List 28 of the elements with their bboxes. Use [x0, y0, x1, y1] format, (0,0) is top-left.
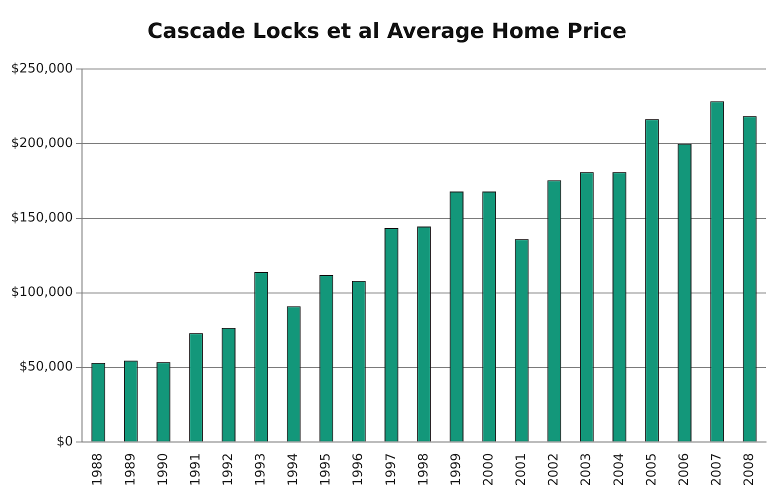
- x-tick-label: 1998: [416, 452, 432, 486]
- x-tick-label: 2003: [579, 452, 594, 486]
- y-tick-label: $150,000: [11, 210, 74, 226]
- x-tick-label: 1997: [384, 452, 399, 486]
- x-tick-label: 1991: [188, 452, 204, 486]
- y-tick-label: $0: [56, 434, 74, 450]
- x-tick-label: 2005: [644, 452, 660, 486]
- y-tick-label: $50,000: [19, 360, 74, 375]
- x-tick-label: 1999: [448, 452, 464, 486]
- x-tick-label: 1992: [220, 452, 236, 486]
- x-tick-label: 1996: [351, 452, 366, 486]
- x-tick-label: 2008: [742, 452, 758, 486]
- x-tick-label: 2001: [514, 452, 530, 486]
- x-tick-label: 1995: [318, 452, 334, 486]
- y-tick-label: $250,000: [11, 62, 74, 77]
- y-tick-label: $100,000: [11, 285, 74, 300]
- x-tick-label: 2007: [710, 452, 725, 486]
- y-tick-label: $200,000: [11, 136, 74, 152]
- x-tick-label: 2006: [676, 452, 692, 486]
- x-tick-label: 1994: [286, 452, 302, 486]
- chart-title: Cascade Locks et al Average Home Price: [147, 19, 627, 44]
- x-tick-label: 2004: [612, 452, 627, 486]
- x-tick-label: 2002: [546, 452, 562, 486]
- x-tick-label: 1988: [90, 452, 106, 486]
- x-tick-label: 1989: [123, 452, 138, 486]
- x-tick-label: 1990: [156, 452, 171, 486]
- x-tick-label: 2000: [482, 452, 497, 486]
- x-tick-label: 1993: [254, 452, 269, 486]
